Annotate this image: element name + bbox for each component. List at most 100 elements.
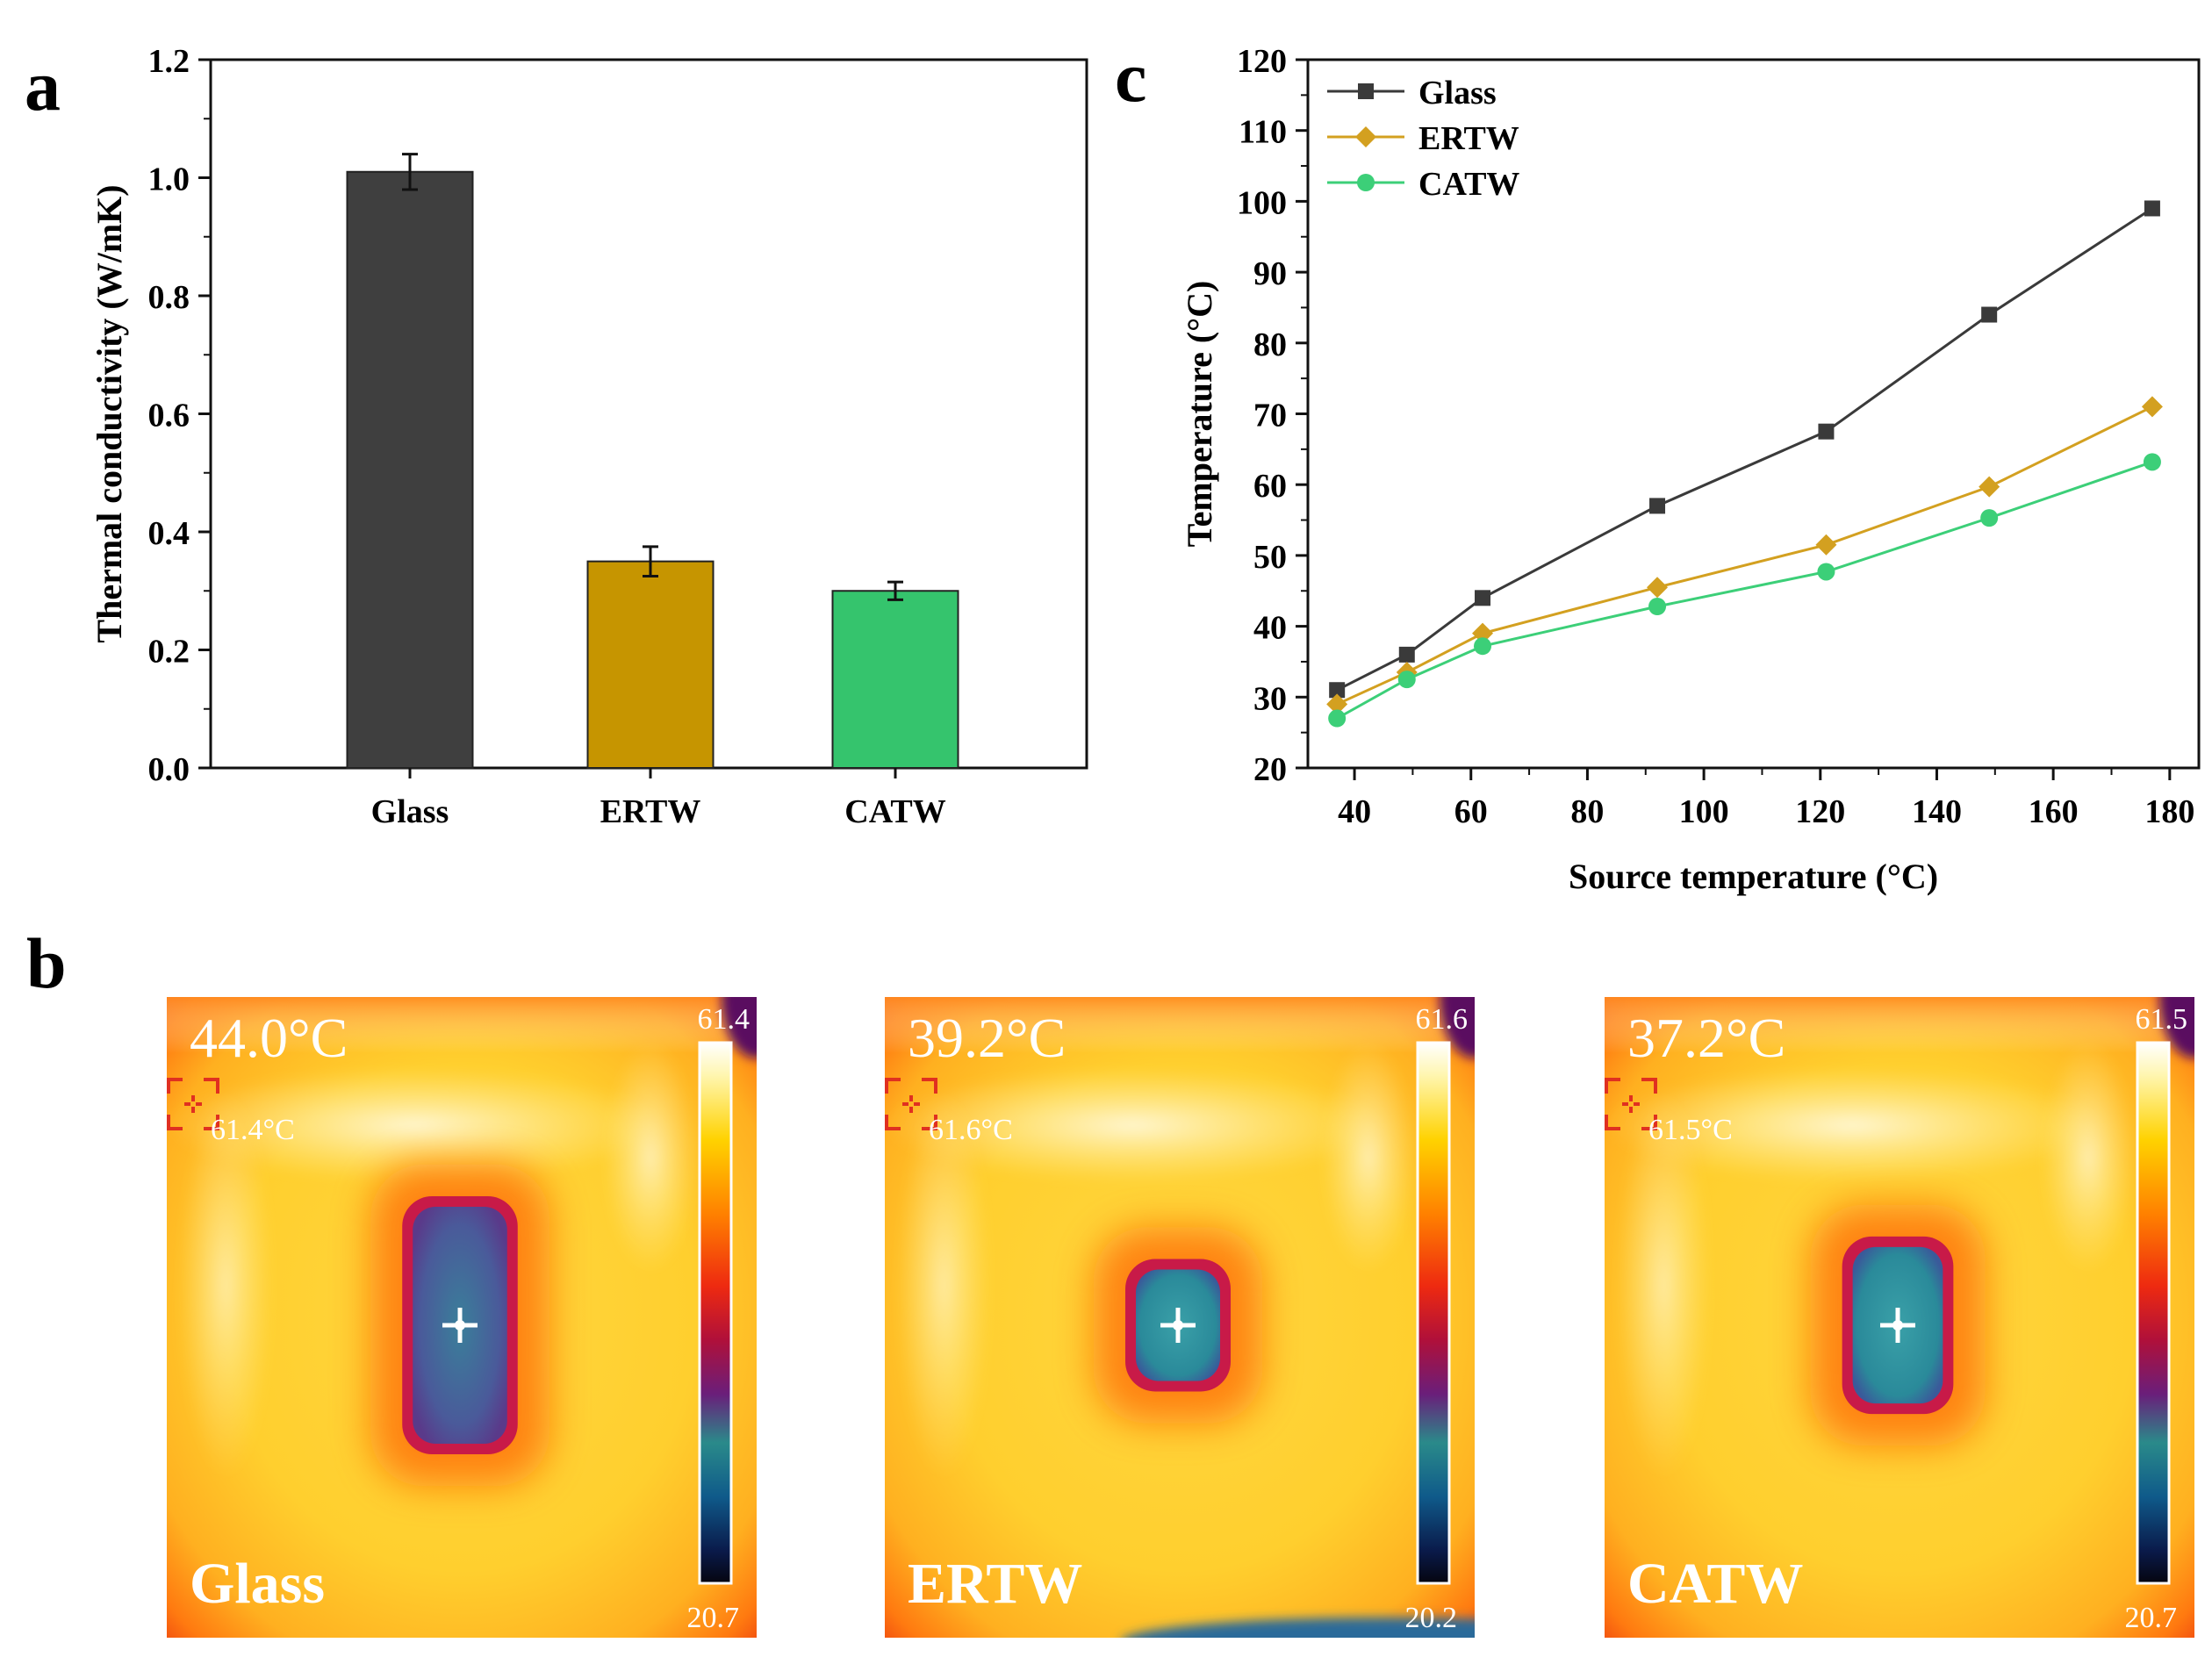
x-tick-label: 40: [1338, 793, 1371, 830]
hot-band-left: [896, 1093, 991, 1478]
series-catw: [1328, 453, 2161, 728]
scale-max-glass: 61.4: [698, 1003, 750, 1036]
legend-marker-glass: [1358, 83, 1374, 99]
spot-temp-catw: 61.5°C: [1648, 1114, 1733, 1146]
legend-label-glass: Glass: [1418, 75, 1497, 111]
spot-marker-corner: [167, 1115, 183, 1130]
spot-marker-corner: [167, 1078, 183, 1094]
panel-c-label: c: [1115, 37, 1146, 117]
series-line-glass: [1336, 207, 2153, 692]
y-tick-label: 0.8: [148, 279, 190, 316]
x-tick-label: 180: [2144, 793, 2194, 830]
data-point-catw: [1648, 598, 1667, 616]
hot-band-right: [603, 1042, 698, 1273]
spot-marker-icon: [1605, 1078, 1657, 1130]
color-scale-bar: [698, 1041, 733, 1585]
y-tick-label: 110: [1239, 114, 1287, 151]
data-point-glass: [1818, 423, 1835, 440]
data-point-ertw: [1326, 693, 1348, 715]
color-scale-bar: [2136, 1041, 2171, 1585]
color-scale-bar: [1416, 1041, 1451, 1585]
data-point-ertw: [2141, 396, 2163, 418]
crosshair-center: [1173, 1320, 1183, 1331]
center-temp-glass: 44.0°C: [190, 1007, 348, 1069]
spot-marker-corner: [885, 1115, 901, 1130]
legend-marker-catw: [1357, 174, 1375, 191]
x-tick-label: 120: [1795, 793, 1845, 830]
spot-marker-corner: [885, 1078, 901, 1094]
bottom-cold-band: [1124, 1618, 1475, 1638]
bar-ertw: [586, 560, 715, 769]
center-temp-ertw: 39.2°C: [908, 1007, 1066, 1069]
data-point-ertw: [1815, 534, 1837, 556]
corner-dark: [1440, 997, 1475, 1058]
spot-marker-corner: [1605, 1115, 1620, 1130]
panel-b-label: b: [26, 923, 67, 1003]
image-label-catw: CATW: [1627, 1552, 1803, 1616]
legend-marker-ertw: [1355, 126, 1376, 147]
corner-dark: [722, 997, 757, 1058]
series-line-catw: [1336, 460, 2153, 720]
spot-marker-corner: [922, 1078, 937, 1094]
data-point-glass: [1398, 646, 1415, 663]
y-tick-label: 1.2: [148, 43, 190, 80]
x-tick-label: 160: [2029, 793, 2079, 830]
spot-temp-ertw: 61.6°C: [929, 1114, 1013, 1146]
spot-marker-corner: [1605, 1078, 1620, 1094]
scale-min-ertw: 20.2: [1405, 1602, 1458, 1634]
y-axis-label: Thermal conductivity (W/mK): [90, 184, 129, 642]
spot-marker-corner: [922, 1115, 937, 1130]
x-tick-label-catw: CATW: [844, 793, 945, 830]
scale-max-ertw: 61.6: [1416, 1003, 1469, 1036]
spot-temp-glass: 61.4°C: [211, 1114, 295, 1146]
x-tick-label: 100: [1679, 793, 1729, 830]
data-point-catw: [1328, 709, 1347, 728]
y-tick-label: 0.4: [148, 515, 190, 552]
hot-band-right: [2041, 1042, 2136, 1273]
data-point-ertw: [1979, 476, 2000, 498]
y-tick-label: 20: [1253, 751, 1287, 788]
x-tick-label-ertw: ERTW: [600, 793, 701, 830]
x-axis-label: Source temperature (°C): [1569, 857, 1938, 896]
x-tick-label-glass: Glass: [371, 793, 449, 830]
x-tick-label: 80: [1570, 793, 1604, 830]
hot-band-left: [1616, 1093, 1711, 1478]
data-point-glass: [2144, 200, 2160, 217]
series-ertw: [1326, 396, 2163, 715]
thermal-images: 61.4°C 44.0°C Glass 61.4 20.7 61.6°C 39.2°C ERT…: [167, 997, 2194, 1638]
crosshair-center: [1892, 1320, 1903, 1331]
scale-min-glass: 20.7: [687, 1602, 740, 1634]
hot-band: [1605, 1067, 2101, 1183]
scale-max-catw: 61.5: [2136, 1003, 2188, 1036]
y-tick-label: 70: [1253, 398, 1287, 434]
y-tick-label: 0.6: [148, 398, 190, 434]
thermal-content: 61.4°C 44.0°C Glass 61.4 20.7: [167, 997, 757, 1638]
line-chart-temperature: 20 30 40 50 60 70 80 90 100 110 120 40 60 80 100 120 140…: [1180, 43, 2201, 896]
thermal-content: 61.6°C 39.2°C ERTW 61.6 20.2: [885, 997, 1475, 1638]
data-point-catw: [1474, 637, 1492, 656]
legend-label-catw: CATW: [1418, 166, 1519, 203]
y-tick-label: 120: [1237, 43, 1287, 80]
y-tick-label: 30: [1253, 680, 1287, 717]
y-tick-label: 60: [1253, 468, 1287, 505]
data-point-catw: [1817, 563, 1835, 581]
image-label-glass: Glass: [190, 1552, 325, 1616]
spot-marker-corner: [204, 1078, 219, 1094]
spot-marker-icon: [167, 1078, 219, 1130]
scale-min-catw: 20.7: [2125, 1602, 2178, 1634]
data-point-catw: [1397, 671, 1416, 689]
spot-marker-corner: [1641, 1078, 1657, 1094]
crosshair-center: [455, 1320, 465, 1331]
x-tick-label: 140: [1912, 793, 1962, 830]
hot-band-right: [1321, 1042, 1416, 1273]
panel-a-label: a: [25, 46, 61, 126]
x-tick-label: 60: [1454, 793, 1488, 830]
data-point-glass: [1649, 498, 1666, 514]
data-point-ertw: [1472, 622, 1494, 644]
thermal-image-ertw: 61.6°C 39.2°C ERTW 61.6 20.2: [885, 997, 1475, 1638]
hot-band: [167, 1067, 663, 1183]
data-point-catw: [2143, 453, 2161, 471]
y-tick-label: 100: [1237, 184, 1287, 221]
y-tick-label: 90: [1253, 255, 1287, 292]
data-point-catw: [1980, 509, 1999, 527]
